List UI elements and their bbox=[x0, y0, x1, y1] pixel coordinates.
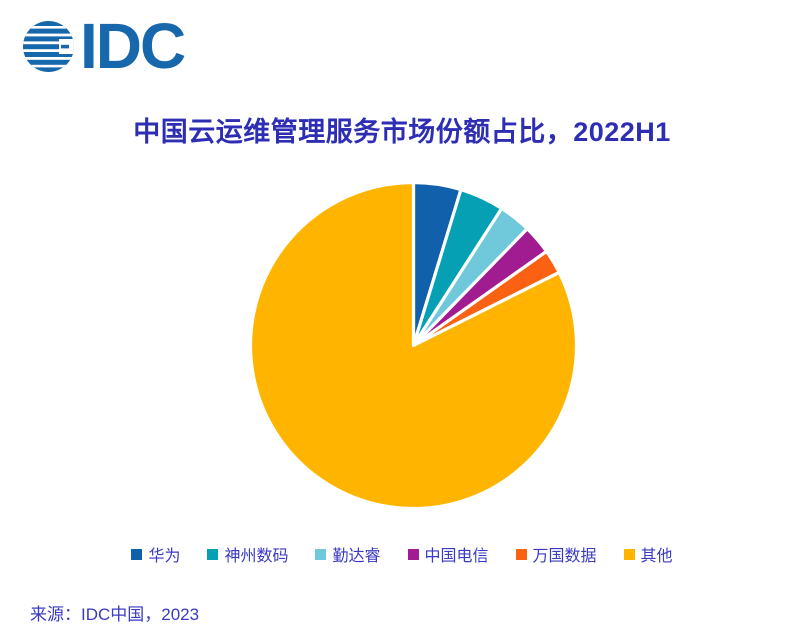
legend-item-中国电信: 中国电信 bbox=[407, 542, 489, 566]
legend-label: 万国数据 bbox=[532, 548, 597, 565]
idc-logo-text: IDC bbox=[80, 10, 186, 82]
legend-label: 神州数码 bbox=[224, 548, 289, 565]
legend-label: 华为 bbox=[148, 548, 181, 565]
idc-logo: IDC bbox=[22, 10, 186, 82]
pie-chart-area bbox=[247, 179, 580, 512]
chart-legend: 华为 神州数码 勤达睿 中国电信 万国数据 其他 bbox=[0, 542, 804, 566]
pie-chart bbox=[248, 180, 579, 511]
pie-slice-其他 bbox=[248, 180, 579, 511]
legend-marker-icon bbox=[623, 548, 635, 560]
legend-marker-icon bbox=[131, 548, 143, 560]
legend-item-华为: 华为 bbox=[131, 542, 180, 566]
legend-label: 其他 bbox=[640, 548, 673, 565]
legend-label: 中国电信 bbox=[424, 548, 489, 565]
legend-marker-icon bbox=[207, 548, 219, 560]
legend-label: 勤达睿 bbox=[332, 548, 381, 565]
legend-item-其他: 其他 bbox=[623, 542, 673, 566]
idc-globe-icon bbox=[23, 20, 74, 72]
legend-marker-icon bbox=[407, 548, 419, 560]
legend-item-勤达睿: 勤达睿 bbox=[315, 542, 381, 566]
chart-title: 中国云运维管理服务市场份额占比，2022H1 bbox=[133, 117, 671, 147]
legend-marker-icon bbox=[515, 548, 527, 560]
legend-marker-icon bbox=[315, 548, 327, 560]
source-text: 来源：IDC中国，2023 bbox=[30, 605, 200, 624]
legend-item-神州数码: 神州数码 bbox=[207, 542, 288, 566]
legend-item-万国数据: 万国数据 bbox=[515, 542, 597, 566]
